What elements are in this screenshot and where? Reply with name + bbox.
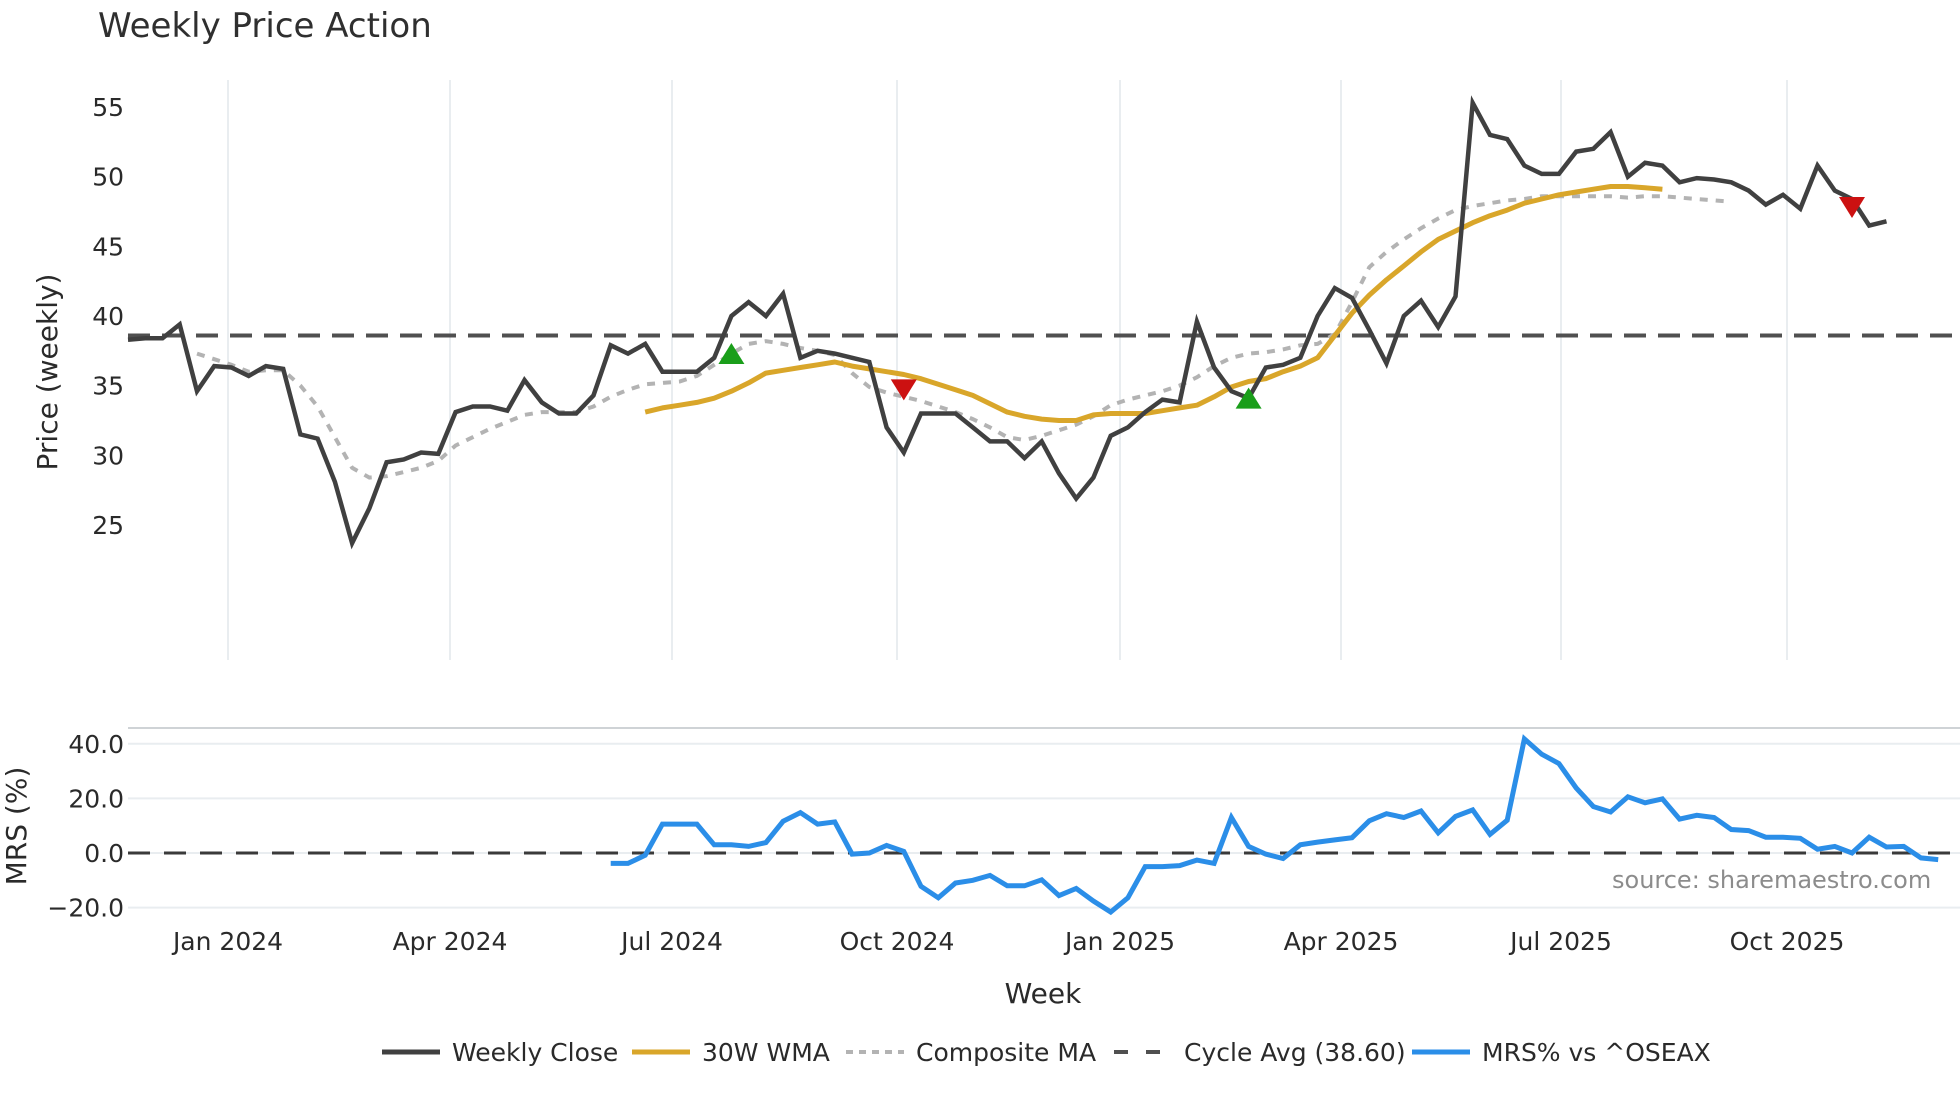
price-y-tick: 35 <box>92 372 124 401</box>
weekly-close-line <box>127 95 1888 550</box>
price-y-tick: 55 <box>92 93 124 122</box>
price-y-tick: 50 <box>92 163 124 192</box>
legend-label: Weekly Close <box>452 1038 618 1067</box>
x-tick-label: Jul 2025 <box>1508 927 1612 956</box>
mrs-y-tick: 20.0 <box>68 784 124 813</box>
price-y-tick: 45 <box>92 232 124 261</box>
price-gridlines <box>227 80 1788 660</box>
price-y-axis-label: Price (weekly) <box>31 274 64 471</box>
wma-line <box>644 184 1663 423</box>
mrs-line <box>610 734 1939 916</box>
sell-signal-triangle-icon <box>1839 196 1865 218</box>
buy-signal-triangle-icon <box>1235 387 1262 409</box>
x-tick-label: Jan 2024 <box>171 927 283 956</box>
legend-item-weekly-close[interactable]: Weekly Close <box>382 1038 618 1067</box>
buy-signal-triangle-icon <box>718 343 745 365</box>
mrs-y-axis-ticks: 40.0 20.0 0.0 −20.0 <box>47 730 124 923</box>
legend-item-wma[interactable]: 30W WMA <box>632 1038 830 1067</box>
legend-label: MRS% vs ^OSEAX <box>1482 1038 1711 1067</box>
signal-markers <box>718 196 1865 409</box>
x-tick-label: Jan 2025 <box>1063 927 1175 956</box>
x-axis-label: Week <box>1005 977 1082 1010</box>
x-tick-label: Apr 2025 <box>1284 927 1399 956</box>
price-y-axis-ticks: 25 30 35 40 45 50 55 <box>92 93 124 540</box>
mrs-series-line <box>128 734 1960 916</box>
x-tick-label: Apr 2024 <box>393 927 508 956</box>
mrs-y-tick: 0.0 <box>84 839 124 868</box>
legend-label: Cycle Avg (38.60) <box>1184 1038 1406 1067</box>
legend-label: Composite MA <box>916 1038 1096 1067</box>
legend-item-cycle-avg[interactable]: Cycle Avg (38.60) <box>1114 1038 1406 1067</box>
price-y-tick: 30 <box>92 441 124 470</box>
sell-signal-triangle-icon <box>890 379 917 401</box>
chart-title: Weekly Price Action <box>98 6 432 46</box>
mrs-y-tick: 40.0 <box>68 730 124 759</box>
legend-item-mrs[interactable]: MRS% vs ^OSEAX <box>1412 1038 1711 1067</box>
legend-item-composite[interactable]: Composite MA <box>846 1038 1096 1067</box>
price-y-tick: 25 <box>92 511 124 540</box>
x-axis-ticks: Jan 2024 Apr 2024 Jul 2024 Oct 2024 Jan 2025… <box>171 927 1844 956</box>
source-attribution: source: sharemaestro.com <box>1612 866 1932 894</box>
x-tick-label: Oct 2025 <box>1730 927 1845 956</box>
mrs-y-axis-label: MRS (%) <box>0 767 33 886</box>
price-y-tick: 40 <box>92 302 124 331</box>
legend: Weekly Close 30W WMA Composite MA Cycle Avg… <box>382 1038 1711 1067</box>
x-tick-label: Oct 2024 <box>840 927 955 956</box>
x-tick-label: Jul 2024 <box>619 927 723 956</box>
legend-label: 30W WMA <box>702 1038 830 1067</box>
composite-ma-line <box>196 194 1732 480</box>
mrs-y-tick: −20.0 <box>47 894 124 923</box>
price-series-lines <box>127 95 1960 550</box>
